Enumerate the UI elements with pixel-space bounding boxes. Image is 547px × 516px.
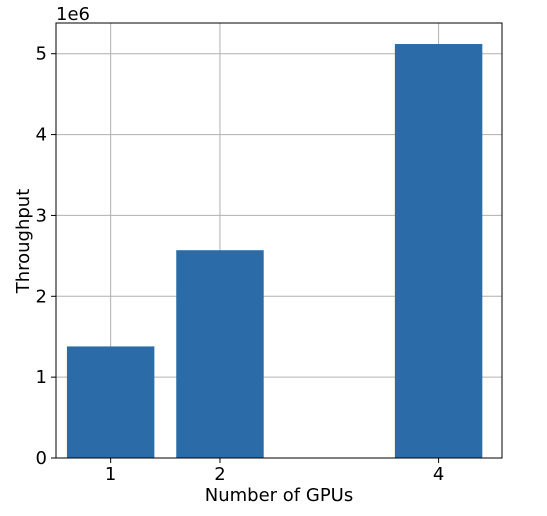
y-tick-label: 4 [36,125,47,146]
y-tick-label: 5 [36,44,47,65]
x-tick-label: 4 [433,464,444,485]
bars [66,44,483,458]
y-tick-label: 2 [36,286,47,307]
x-tick-label: 1 [105,464,116,485]
y-tick-label: 1 [36,367,47,388]
bar-1 [66,346,155,458]
ticks: 1 2 4 0 1 2 3 4 5 [36,44,445,485]
y-tick-label: 0 [36,448,47,469]
plot-frame [55,22,503,459]
x-tick-label: 2 [214,464,225,485]
x-axis-label: Number of GPUs [205,485,353,506]
y-tick-label: 3 [36,205,47,226]
bar-4 [394,44,483,458]
y-offset-label: 1e6 [56,4,90,25]
bar-2 [176,250,264,458]
y-axis-label: Throughput [13,189,34,295]
